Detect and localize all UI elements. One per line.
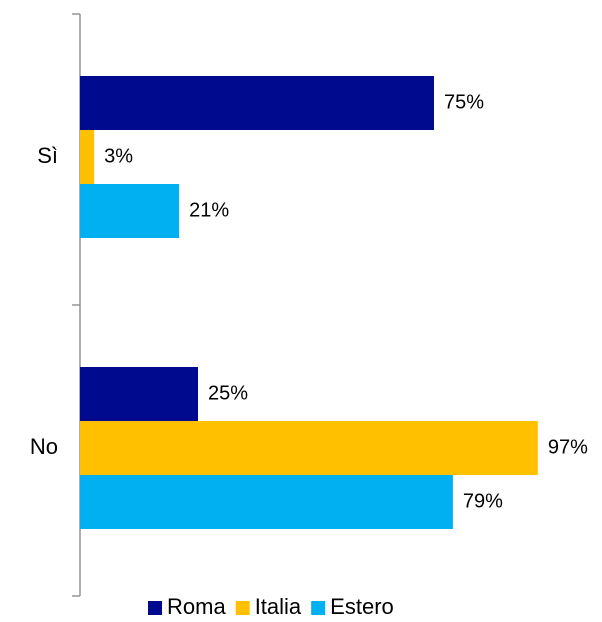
legend-label-estero: Estero xyxy=(330,594,394,619)
bar-italia xyxy=(80,130,95,184)
bar-estero xyxy=(80,475,453,529)
bar-estero xyxy=(80,184,180,238)
legend-swatch-roma xyxy=(148,601,162,615)
category-label: Sì xyxy=(37,143,58,168)
data-label: 21% xyxy=(189,199,229,221)
bars-group xyxy=(80,76,538,529)
data-label: 97% xyxy=(548,436,588,458)
legend-label-italia: Italia xyxy=(255,594,302,619)
category-labels: Sì No xyxy=(30,143,58,459)
data-label: 3% xyxy=(104,145,133,167)
data-label: 75% xyxy=(444,91,484,113)
bar-roma xyxy=(80,367,198,421)
bar-italia xyxy=(80,421,538,475)
data-label: 79% xyxy=(463,490,503,512)
category-axis xyxy=(72,13,81,597)
legend-label-roma: Roma xyxy=(167,594,226,619)
data-label: 25% xyxy=(208,382,248,404)
legend: Roma Italia Estero xyxy=(148,594,394,619)
data-labels: 75% 3% 21% 25% 97% 79% xyxy=(104,91,588,512)
legend-swatch-estero xyxy=(311,601,326,615)
category-label: No xyxy=(30,434,58,459)
legend-swatch-italia xyxy=(235,601,250,615)
bar-roma xyxy=(80,76,434,130)
